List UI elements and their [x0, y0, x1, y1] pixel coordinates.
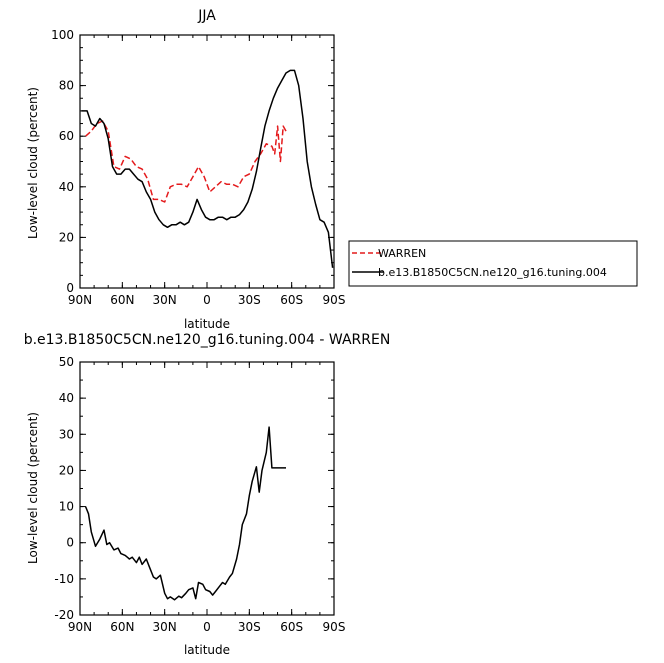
top-y-tick-label: 100 — [51, 28, 74, 42]
bottom-x-tick-label: 30N — [153, 620, 177, 634]
top-x-tick-label: 30S — [238, 293, 261, 307]
bottom-x-tick-label: 0 — [203, 620, 211, 634]
bottom-series-line-0 — [84, 426, 286, 601]
legend: WARREN b.e13.B1850C5CN.ne120_g16.tuning.… — [348, 240, 638, 287]
bottom-y-tick-label: 30 — [59, 427, 74, 441]
legend-label-warren: WARREN — [378, 247, 426, 260]
top-x-tick-label: 30N — [153, 293, 177, 307]
top-x-tick-label: 60N — [110, 293, 134, 307]
bottom-x-axis-label: latitude — [184, 643, 230, 657]
bottom-x-tick-label: 90S — [323, 620, 346, 634]
bottom-y-tick-label: -10 — [54, 572, 74, 586]
top-y-tick-label: 60 — [59, 129, 74, 143]
panel-top: JJA latitude Low-level cloud (percent) 9… — [26, 8, 345, 331]
top-y-tick-label: 80 — [59, 79, 74, 93]
bottom-x-tick-label: 60N — [110, 620, 134, 634]
top-y-tick-label: 20 — [59, 230, 74, 244]
bottom-y-axis-label: Low-level cloud (percent) — [26, 412, 40, 564]
bottom-x-tick-label: 60S — [280, 620, 303, 634]
legend-box — [348, 240, 638, 287]
bottom-chart-title: b.e13.B1850C5CN.ne120_g16.tuning.004 - W… — [24, 332, 391, 348]
bottom-plot-frame — [79, 361, 335, 616]
top-x-tick-label: 90N — [68, 293, 92, 307]
top-x-axis-label: latitude — [184, 317, 230, 331]
bottom-x-tick-label: 30S — [238, 620, 261, 634]
top-y-axis-label: Low-level cloud (percent) — [26, 87, 40, 239]
bottom-y-tick-label: 10 — [59, 500, 74, 514]
bottom-x-tick-label: 90N — [68, 620, 92, 634]
top-x-tick-label: 60S — [280, 293, 303, 307]
bottom-y-tick-label: 40 — [59, 391, 74, 405]
bottom-y-tick-label: 0 — [66, 536, 74, 550]
top-y-tick-label: 0 — [66, 281, 74, 295]
top-series-line-0 — [85, 120, 287, 203]
top-y-tick-label: 40 — [59, 180, 74, 194]
top-x-tick-label: 90S — [323, 293, 346, 307]
panel-bottom: b.e13.B1850C5CN.ne120_g16.tuning.004 - W… — [24, 332, 391, 657]
top-plot-frame — [79, 34, 335, 289]
bottom-y-tick-label: 20 — [59, 463, 74, 477]
bottom-y-tick-label: 50 — [59, 355, 74, 369]
top-x-tick-label: 0 — [203, 293, 211, 307]
top-chart-title: JJA — [197, 8, 216, 24]
legend-label-model: b.e13.B1850C5CN.ne120_g16.tuning.004 — [378, 266, 607, 279]
bottom-y-tick-label: -20 — [54, 608, 74, 622]
top-series-line-1 — [81, 69, 334, 268]
